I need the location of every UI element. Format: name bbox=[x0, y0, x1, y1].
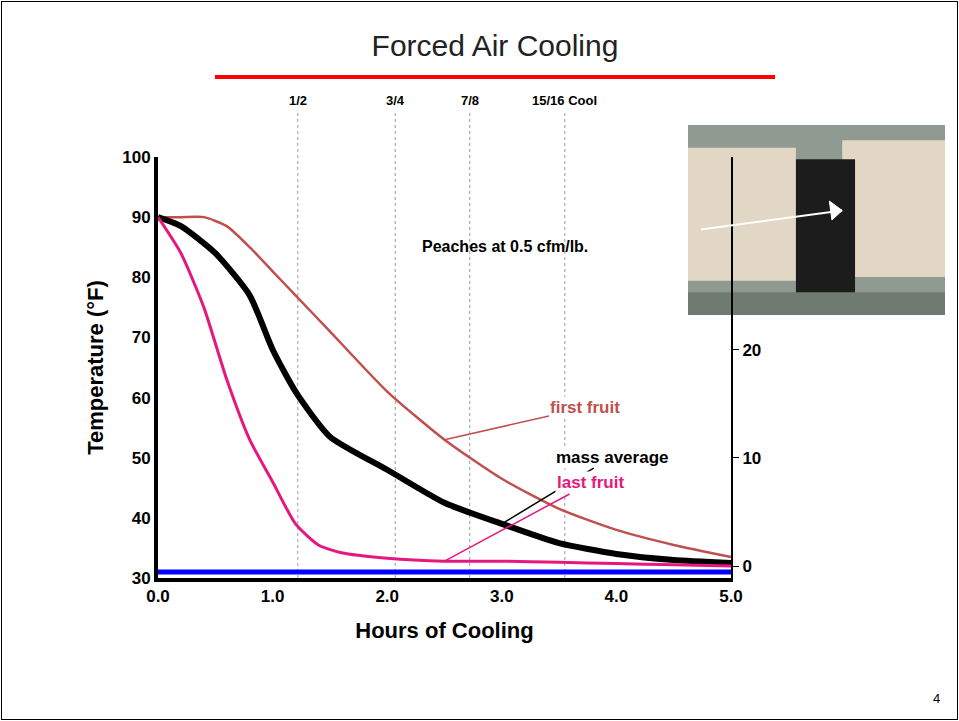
svg-text:20: 20 bbox=[742, 341, 761, 360]
svg-text:100: 100 bbox=[122, 148, 150, 167]
svg-text:0: 0 bbox=[742, 557, 751, 576]
svg-text:Peaches at 0.5 cfm/lb.: Peaches at 0.5 cfm/lb. bbox=[422, 238, 588, 255]
svg-text:last fruit: last fruit bbox=[557, 473, 624, 492]
svg-text:1/2: 1/2 bbox=[289, 93, 307, 108]
svg-text:4: 4 bbox=[933, 691, 940, 706]
svg-text:30: 30 bbox=[132, 569, 151, 588]
svg-text:15/16 Cool: 15/16 Cool bbox=[532, 93, 597, 108]
svg-text:40: 40 bbox=[132, 509, 151, 528]
svg-text:0.0: 0.0 bbox=[146, 587, 170, 606]
svg-text:4.0: 4.0 bbox=[605, 587, 629, 606]
svg-text:5.0: 5.0 bbox=[719, 587, 743, 606]
svg-text:10: 10 bbox=[742, 449, 761, 468]
svg-text:50: 50 bbox=[132, 449, 151, 468]
svg-text:Hours of Cooling: Hours of Cooling bbox=[355, 618, 533, 643]
svg-text:80: 80 bbox=[132, 268, 151, 287]
svg-text:2.0: 2.0 bbox=[375, 587, 399, 606]
svg-text:60: 60 bbox=[132, 389, 151, 408]
svg-text:1.0: 1.0 bbox=[261, 587, 285, 606]
svg-text:Temperature (°F): Temperature (°F) bbox=[83, 280, 108, 455]
svg-text:first fruit: first fruit bbox=[550, 398, 620, 417]
svg-text:7/8: 7/8 bbox=[461, 93, 479, 108]
svg-text:Forced Air Cooling: Forced Air Cooling bbox=[372, 29, 619, 62]
svg-text:90: 90 bbox=[132, 208, 151, 227]
svg-text:mass average: mass average bbox=[556, 448, 668, 467]
svg-text:70: 70 bbox=[132, 328, 151, 347]
svg-text:3/4: 3/4 bbox=[386, 93, 405, 108]
svg-text:3.0: 3.0 bbox=[490, 587, 514, 606]
